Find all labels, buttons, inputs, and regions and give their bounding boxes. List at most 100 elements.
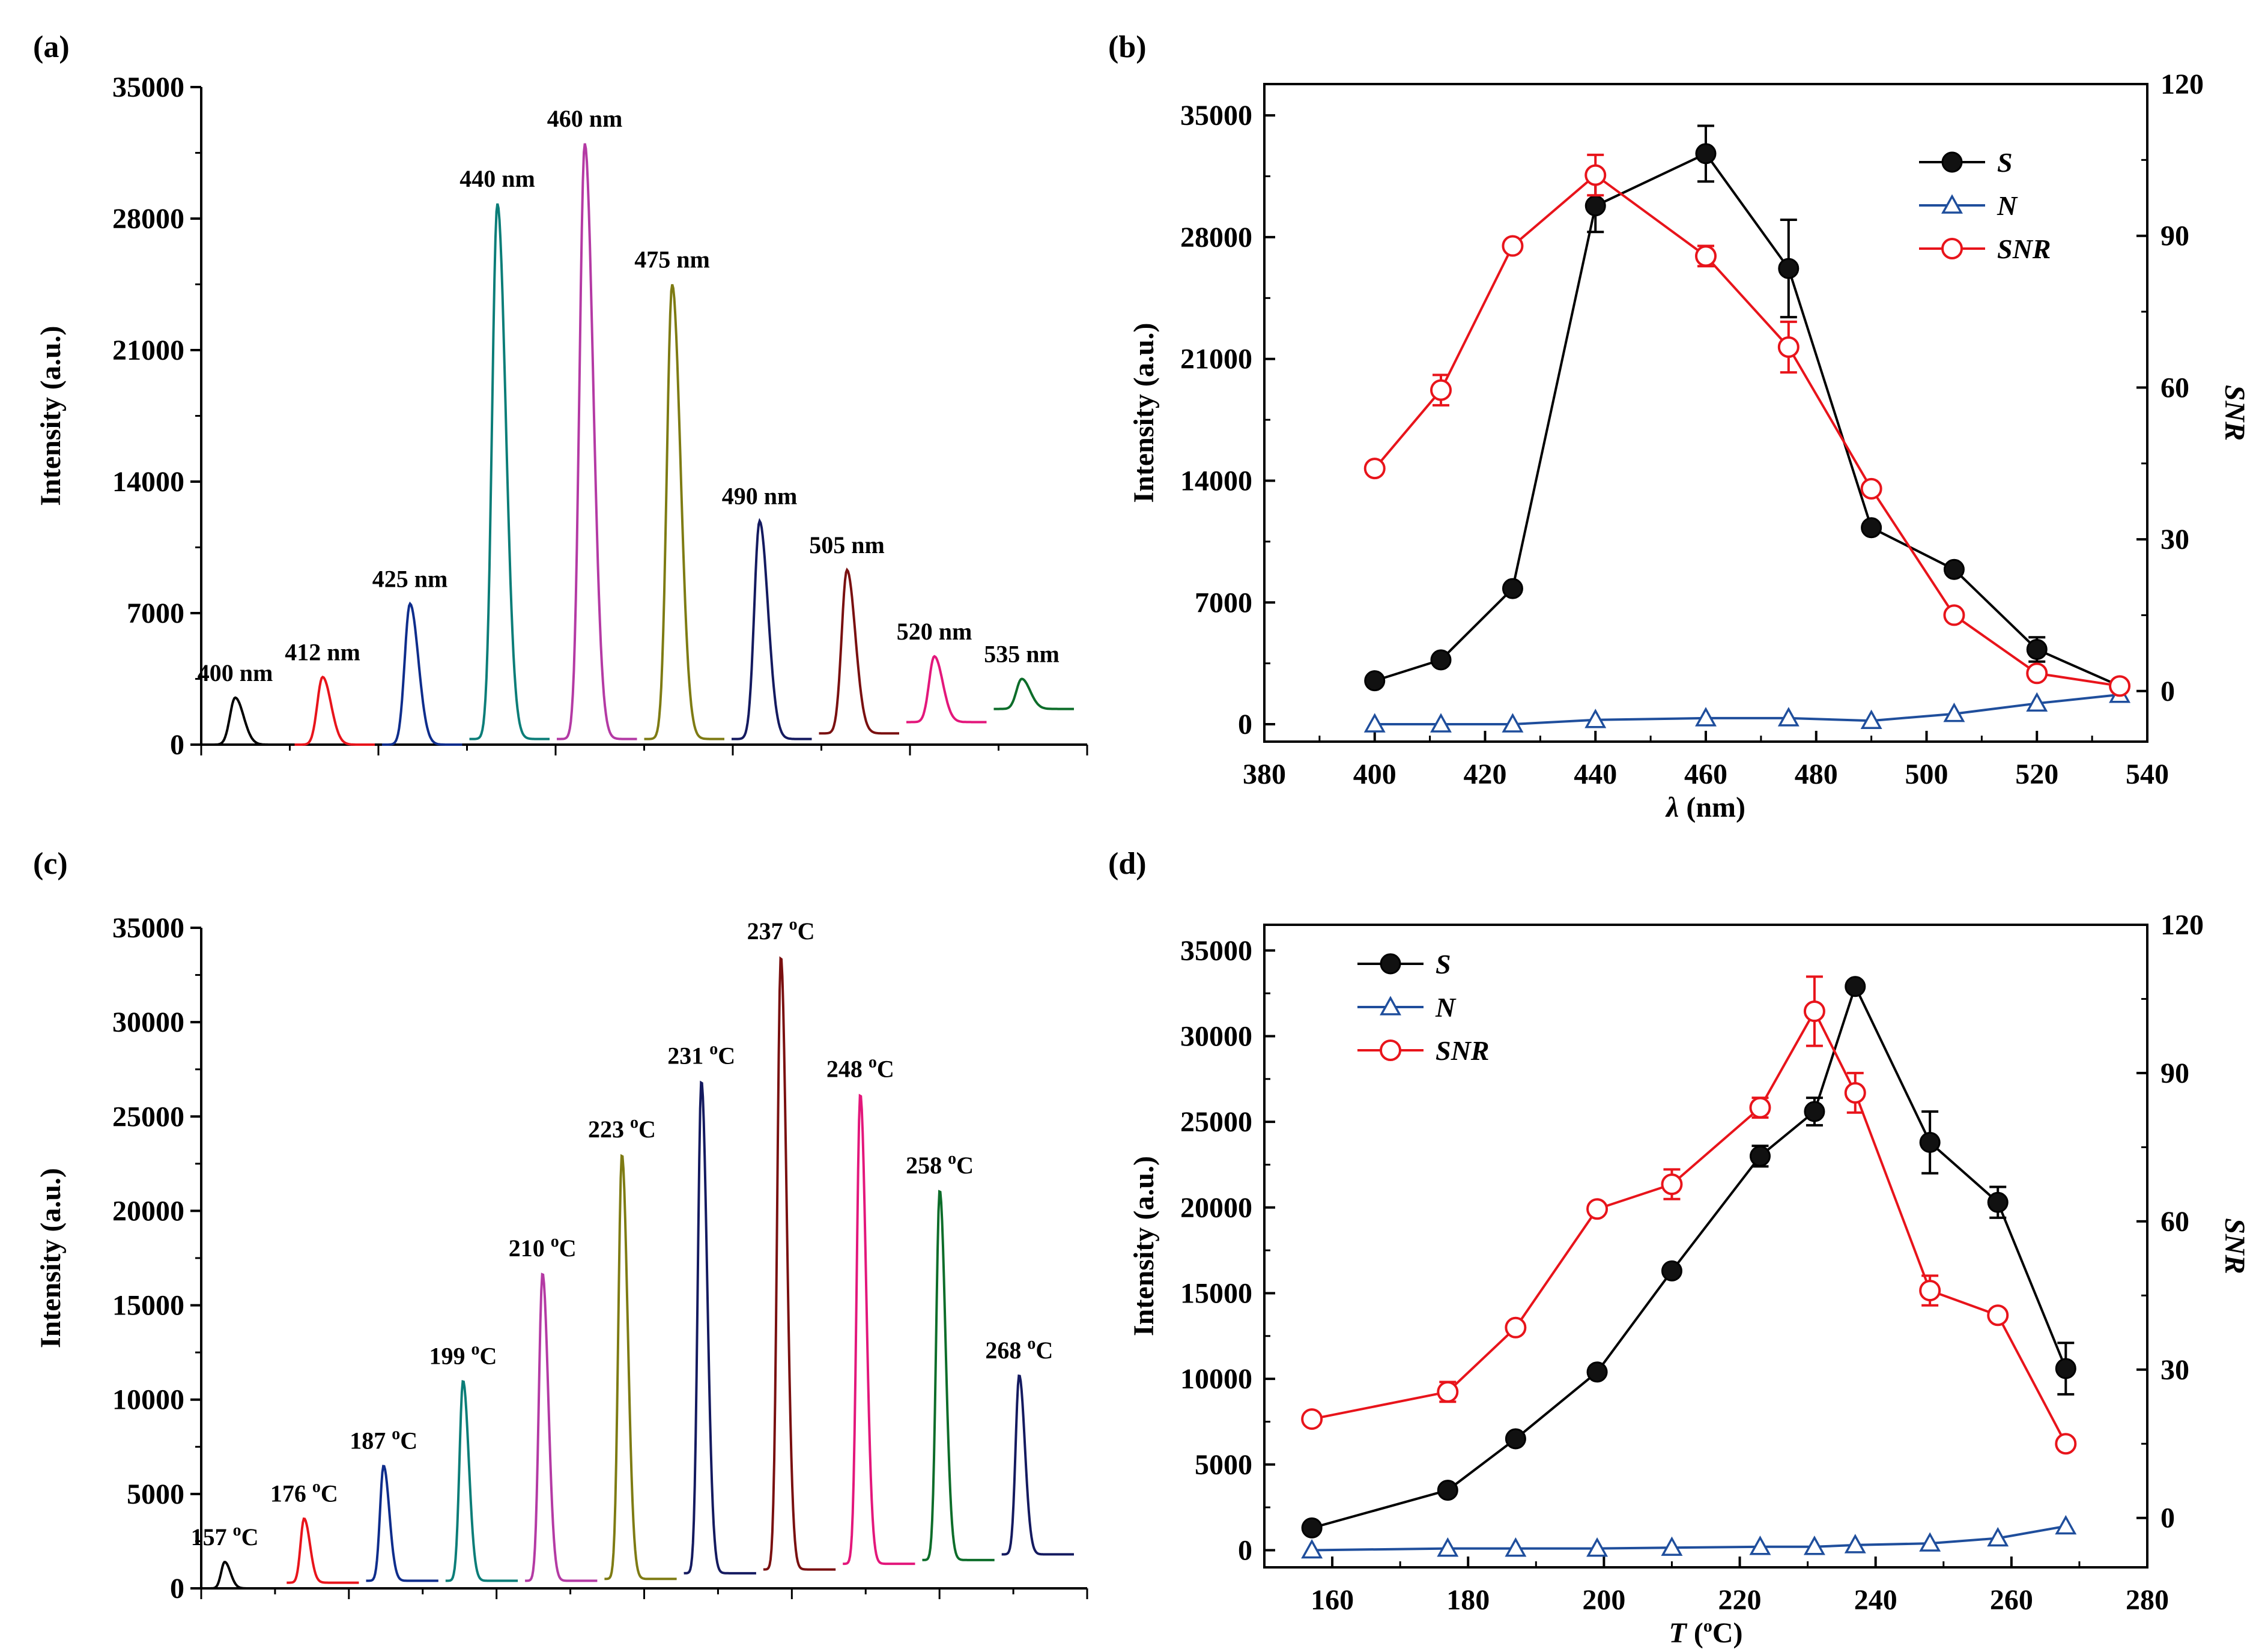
point-snr bbox=[1505, 1316, 1527, 1339]
point-s bbox=[1502, 578, 1523, 599]
y-tick-label: 0 bbox=[1238, 709, 1252, 740]
point-s bbox=[1584, 195, 1606, 217]
point-snr bbox=[1860, 477, 1882, 500]
y-tick-label: 25000 bbox=[112, 1101, 184, 1133]
point-snr bbox=[1749, 1097, 1771, 1119]
legend-label-s: S bbox=[1436, 949, 1451, 979]
point-s bbox=[1661, 1260, 1682, 1281]
spectrum-curve-3 bbox=[382, 601, 462, 746]
y-tick-label: 0 bbox=[170, 729, 184, 761]
point-snr bbox=[1943, 604, 1965, 626]
spectrum-curve-5 bbox=[525, 1272, 598, 1582]
peak-label: 237 oC bbox=[747, 915, 815, 945]
y2-tick-label: 90 bbox=[2160, 1057, 2189, 1089]
peak-label: 475 nm bbox=[634, 246, 710, 273]
spectrum-curve-8 bbox=[763, 956, 836, 1571]
point-s bbox=[1586, 1361, 1608, 1383]
point-s bbox=[1987, 1191, 2009, 1213]
y-tick-label: 5000 bbox=[1195, 1449, 1252, 1481]
y-tick-label: 25000 bbox=[1180, 1106, 1252, 1138]
point-snr bbox=[1437, 1381, 1459, 1403]
y-tick-label: 30000 bbox=[112, 1006, 184, 1038]
y-tick-label: 10000 bbox=[112, 1384, 184, 1416]
peak-label: 210 oC bbox=[509, 1232, 577, 1262]
point-n bbox=[1803, 1536, 1825, 1555]
peak-label: 440 nm bbox=[459, 165, 535, 192]
y2-tick-label: 60 bbox=[2160, 372, 2189, 404]
point-n bbox=[1586, 1537, 1609, 1557]
y-tick-label: 7000 bbox=[1195, 587, 1252, 619]
panel-label: (b) bbox=[1108, 30, 1147, 64]
point-n bbox=[1661, 1536, 1683, 1556]
legend-label-snr: SNR bbox=[1997, 234, 2051, 264]
point-n bbox=[1502, 713, 1524, 733]
x-tick-label: 380 bbox=[1243, 758, 1286, 790]
spectrum-curve-4 bbox=[469, 203, 550, 740]
spectrum-curve-5 bbox=[557, 143, 637, 740]
point-n bbox=[1860, 709, 1882, 729]
point-s bbox=[2055, 1358, 2076, 1379]
y-axis-label: Intensity (a.u.) bbox=[1128, 322, 1160, 503]
peak-label: 412 nm bbox=[285, 638, 360, 665]
y-axis-label: Intensity (a.u.) bbox=[35, 1168, 67, 1348]
spectrum-curve-7 bbox=[684, 1080, 756, 1575]
legend-marker-n bbox=[1941, 194, 1963, 214]
y-tick-label: 5000 bbox=[127, 1478, 184, 1510]
peak-label: 157 oC bbox=[191, 1521, 259, 1551]
point-snr bbox=[2109, 675, 2131, 697]
y2-tick-label: 30 bbox=[2160, 524, 2189, 555]
y-tick-label: 28000 bbox=[112, 203, 184, 235]
series-line-snr bbox=[1374, 174, 2120, 688]
point-snr bbox=[1586, 1198, 1609, 1220]
y-tick-label: 35000 bbox=[112, 912, 184, 944]
panel-b: (b) 380 400 420 440 460 480 500 520 540 0 7000 14000… bbox=[1108, 30, 2251, 823]
legend-marker-snr bbox=[1380, 1039, 1401, 1061]
point-n bbox=[1430, 713, 1452, 733]
plot-frame bbox=[1263, 83, 2148, 743]
point-s bbox=[1845, 976, 1866, 997]
panel-label: (a) bbox=[33, 30, 70, 64]
y2-tick-label: 0 bbox=[2160, 1502, 2175, 1534]
point-snr bbox=[1919, 1280, 1941, 1302]
series-line-s bbox=[1374, 152, 2120, 688]
spectrum-curve-3 bbox=[366, 1465, 438, 1582]
point-snr bbox=[2055, 1433, 2077, 1455]
spectrum-curve-2 bbox=[294, 675, 375, 746]
spectrum-curve-7 bbox=[732, 518, 812, 740]
y2-tick-label: 120 bbox=[2160, 68, 2204, 100]
series-line-s bbox=[1311, 983, 2067, 1529]
point-snr bbox=[1502, 235, 1524, 257]
point-n bbox=[1919, 1532, 1941, 1552]
point-n bbox=[1987, 1526, 2009, 1547]
point-s bbox=[1695, 143, 1717, 165]
y-tick-label: 15000 bbox=[1180, 1277, 1252, 1309]
point-s bbox=[1749, 1145, 1771, 1167]
point-snr bbox=[2026, 662, 2048, 685]
x-tick-label: 480 bbox=[1795, 758, 1838, 790]
y-tick-label: 35000 bbox=[1180, 100, 1252, 132]
x-tick-label: 440 bbox=[1574, 758, 1617, 790]
point-s bbox=[1804, 1101, 1825, 1122]
point-snr bbox=[1430, 379, 1452, 401]
spectrum-curve-10 bbox=[993, 677, 1074, 710]
point-s bbox=[1364, 670, 1386, 692]
point-n bbox=[1943, 703, 1965, 722]
point-s bbox=[1778, 258, 1800, 279]
spectrum-curve-1 bbox=[207, 696, 288, 746]
y-tick-label: 20000 bbox=[1180, 1192, 1252, 1224]
point-snr bbox=[1777, 336, 1800, 358]
x-axis-label: λ (nm) bbox=[1665, 791, 1745, 823]
spectrum-curve-10 bbox=[922, 1190, 995, 1561]
x-tick-label: 500 bbox=[1905, 758, 1948, 790]
panel-c: (c) 0 5000 10000 15000 20000 25000 30000 35000 In… bbox=[33, 847, 1088, 1605]
point-snr bbox=[1844, 1082, 1866, 1104]
y-axis-label: Intensity (a.u.) bbox=[1128, 1156, 1160, 1336]
peak-label: 535 nm bbox=[984, 641, 1060, 668]
y-tick-label: 15000 bbox=[112, 1290, 184, 1322]
panel-label: (d) bbox=[1108, 847, 1147, 881]
point-n bbox=[1505, 1537, 1527, 1557]
point-n bbox=[1363, 713, 1386, 733]
peak-label: 460 nm bbox=[547, 105, 623, 132]
spectrum-curve-9 bbox=[843, 1094, 915, 1566]
